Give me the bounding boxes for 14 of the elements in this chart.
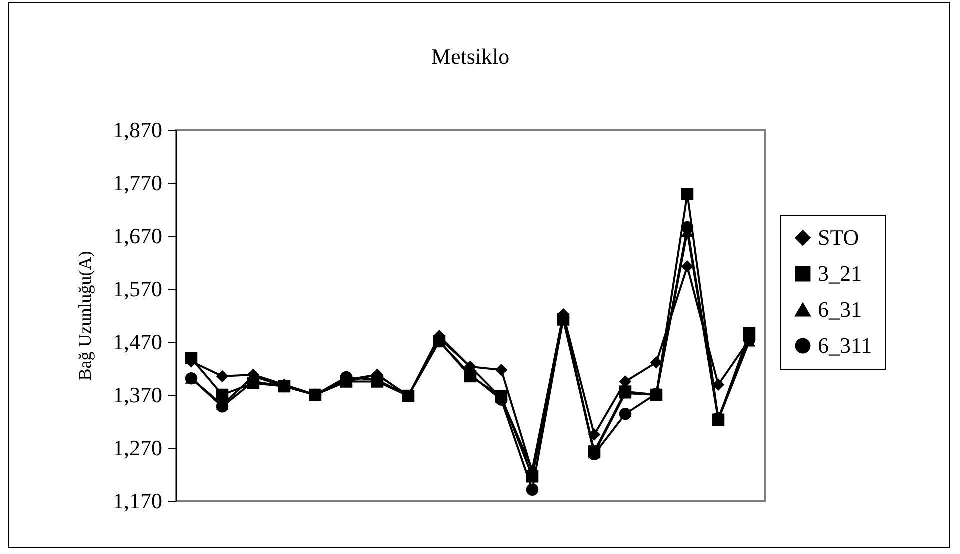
y-axis-title: Bağ Uzunluğu(A) xyxy=(75,251,95,381)
legend-label: 6_311 xyxy=(818,333,872,358)
y-tick-label: 1,870 xyxy=(113,118,162,142)
y-tick-label: 1,670 xyxy=(113,224,162,248)
legend-label: STO xyxy=(818,225,860,250)
y-tick-label: 1,170 xyxy=(113,488,162,514)
y-tick-label: 1,470 xyxy=(113,330,162,354)
y-tick-label: 1,570 xyxy=(113,276,162,302)
chart-title: Metsiklo xyxy=(431,44,510,69)
y-tick-label: 1,770 xyxy=(113,170,162,196)
legend-label: 6_31 xyxy=(818,297,862,322)
y-tick-label: 1,370 xyxy=(113,382,162,408)
y-tick-label: 1,270 xyxy=(113,436,162,460)
legend-label: 3_21 xyxy=(818,261,862,286)
